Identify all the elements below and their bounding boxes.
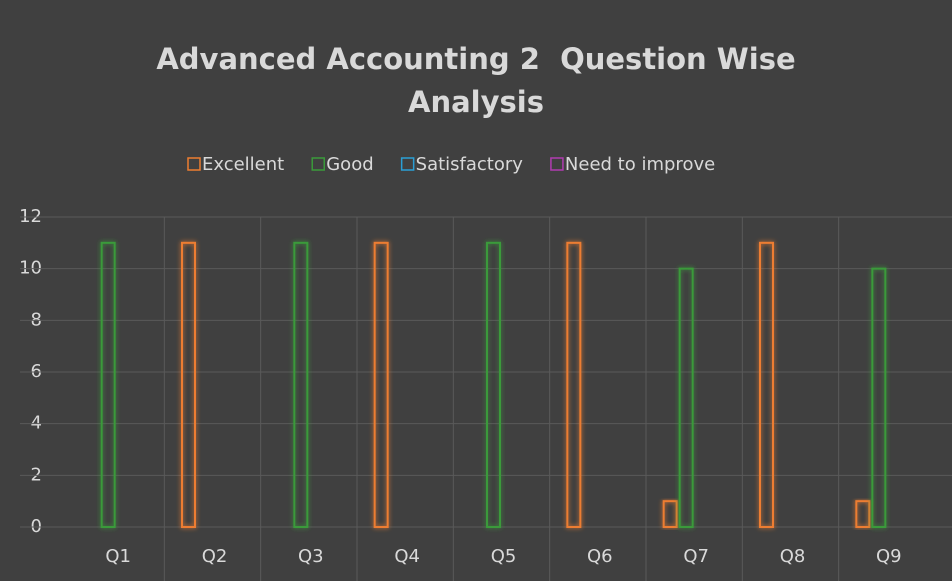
x-tick-label: Q6 [587, 546, 613, 567]
x-tick-label: Q7 [683, 546, 709, 567]
legend-label: Satisfactory [416, 154, 524, 175]
legend-swatch [311, 157, 325, 171]
bar [871, 267, 887, 528]
x-tick-label: Q5 [491, 546, 517, 567]
bar [181, 241, 196, 528]
chart-title: Advanced Accounting 2 Question Wise Anal… [156, 42, 806, 119]
x-tick-label: Q4 [394, 546, 420, 567]
legend-swatch [550, 157, 564, 171]
bar [662, 500, 678, 528]
legend-label: Good [326, 154, 373, 175]
bar [855, 500, 871, 528]
legend-swatch [400, 157, 415, 171]
bar [373, 241, 389, 528]
legend-swatch [187, 157, 201, 171]
x-tick-label: Q2 [202, 546, 228, 567]
x-tick-label: Q1 [105, 546, 131, 567]
bar [486, 241, 501, 528]
x-tick-label: Q8 [780, 546, 806, 567]
legend-label: Excellent [202, 154, 284, 175]
x-tick-label: Q9 [876, 546, 902, 567]
bar [678, 267, 694, 528]
bar [100, 241, 116, 528]
legend-label: Need to improve [565, 154, 715, 175]
bar [759, 241, 774, 528]
bar [566, 241, 582, 528]
x-tick-label: Q3 [298, 546, 324, 567]
bar [293, 241, 309, 528]
